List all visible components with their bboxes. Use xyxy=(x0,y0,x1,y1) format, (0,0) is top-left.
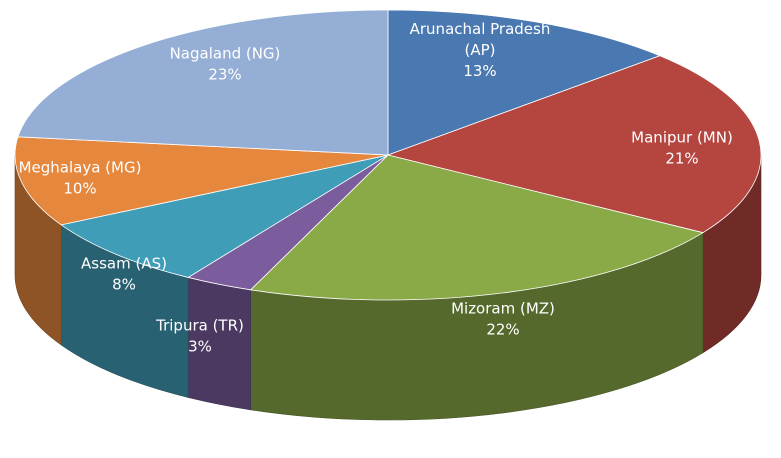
data-label-nagaland-ng: Nagaland (NG) 23% xyxy=(170,45,281,84)
pie-slice-arunachal-pradesh-ap xyxy=(387,9,662,156)
slice-category-label: Mizoram (MZ) xyxy=(451,300,555,318)
data-label-mizoram-mz: Mizoram (MZ) 22% xyxy=(451,300,555,339)
pie-slice-assam-as xyxy=(60,154,389,278)
slice-category-label: (AP) xyxy=(464,41,495,59)
pie-labels: Arunachal Pradesh(AP)13%Manipur (MN)21%M… xyxy=(19,20,733,356)
pie-slice-mizoram-mz xyxy=(249,154,704,301)
slice-value-label: 22% xyxy=(486,321,519,339)
pie-tops xyxy=(14,9,762,301)
slice-category-label: Meghalaya (MG) xyxy=(19,159,142,177)
pie-slice-nagaland-ng xyxy=(17,9,389,156)
slice-value-label: 13% xyxy=(463,62,496,80)
slice-value-label: 8% xyxy=(112,276,136,294)
data-label-manipur-mn: Manipur (MN) 21% xyxy=(631,129,733,168)
slice-category-label: Nagaland (NG) xyxy=(170,45,281,63)
pie-slice-manipur-mn xyxy=(386,55,762,234)
slice-value-label: 23% xyxy=(208,66,241,84)
pie-slice-meghalaya-mg xyxy=(14,136,389,226)
data-label-tripura-tr: Tripura (TR) 3% xyxy=(155,317,244,356)
slice-category-label: Arunachal Pradesh xyxy=(410,20,551,38)
data-label-meghalaya-mg: Meghalaya (MG) 10% xyxy=(19,159,142,198)
slice-category-label: Manipur (MN) xyxy=(631,129,733,147)
slice-value-label: 21% xyxy=(665,150,698,168)
slice-value-label: 3% xyxy=(188,338,212,356)
slice-value-label: 10% xyxy=(63,180,96,198)
slice-category-label: Assam (AS) xyxy=(81,255,167,273)
data-label-arunachal-pradesh-ap: Arunachal Pradesh (AP) 13% xyxy=(410,20,551,80)
data-label-assam-as: Assam (AS) 8% xyxy=(81,255,167,294)
pie-sides xyxy=(14,154,762,421)
slice-category-label: Tripura (TR) xyxy=(155,317,244,335)
